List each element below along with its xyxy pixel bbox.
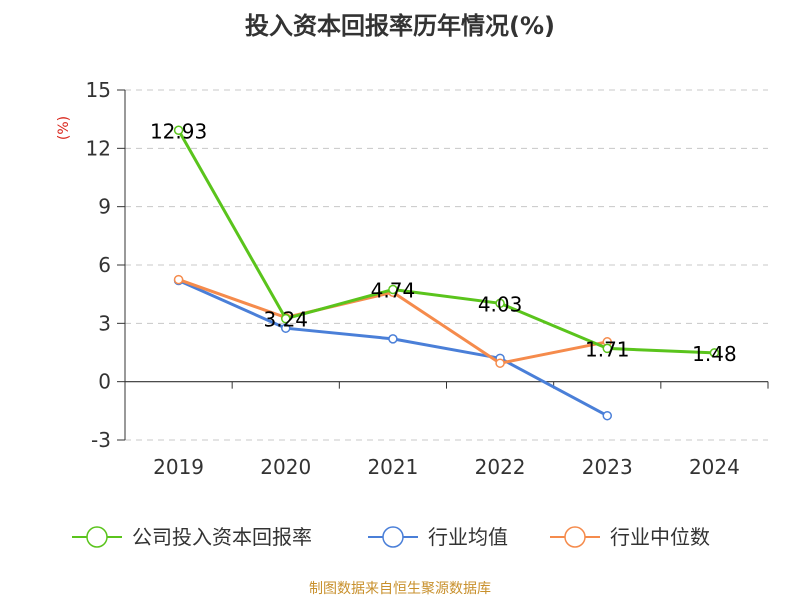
y-tick-label: -3 bbox=[91, 428, 111, 452]
legend-label: 公司投入资本回报率 bbox=[132, 525, 312, 549]
data-point bbox=[173, 274, 184, 285]
series-lines bbox=[173, 125, 720, 421]
y-tick-label: 9 bbox=[98, 195, 111, 219]
legend: 公司投入资本回报率 行业均值 行业中位数 bbox=[72, 525, 710, 549]
data-point bbox=[709, 348, 720, 358]
data-point bbox=[495, 358, 505, 368]
data-point bbox=[388, 284, 398, 295]
data-point bbox=[173, 125, 184, 135]
axes: 15 12 9 6 3 0 -3 2019 2020 2021 2022 2023 2024 bbox=[86, 78, 769, 479]
data-label: 4.03 bbox=[478, 292, 523, 316]
x-tick-label: 2022 bbox=[475, 455, 526, 479]
y-tick-label: 0 bbox=[98, 370, 111, 394]
data-label: 1.48 bbox=[692, 342, 737, 366]
data-source-note: 制图数据来自恒生聚源数据库 bbox=[309, 581, 491, 597]
data-label: 12.93 bbox=[150, 119, 207, 143]
y-tick-label: 3 bbox=[98, 311, 111, 335]
data-label: 4.74 bbox=[371, 279, 416, 303]
x-tick-label: 2024 bbox=[689, 455, 740, 479]
chart-title: 投入资本回报率历年情况(%) bbox=[245, 12, 555, 40]
data-point bbox=[602, 410, 612, 421]
series-line bbox=[177, 129, 715, 355]
data-point bbox=[388, 334, 398, 344]
x-tick-label: 2023 bbox=[582, 455, 633, 479]
y-tick-label: 15 bbox=[86, 78, 111, 102]
legend-swatch-marker bbox=[564, 526, 586, 548]
legend-label: 行业中位数 bbox=[610, 525, 710, 549]
grid-lines bbox=[125, 89, 768, 441]
y-tick-label: 6 bbox=[98, 253, 111, 277]
data-point bbox=[281, 323, 291, 333]
x-tick-label: 2021 bbox=[367, 455, 418, 479]
legend-swatch-marker bbox=[382, 526, 404, 548]
data-label: 1.71 bbox=[585, 337, 630, 361]
data-point bbox=[281, 313, 291, 324]
data-point bbox=[495, 298, 505, 309]
x-tick-label: 2019 bbox=[153, 455, 204, 479]
y-axis-unit-label: (%) bbox=[56, 116, 72, 140]
legend-label: 行业均值 bbox=[428, 525, 508, 549]
legend-swatch-marker bbox=[86, 526, 108, 548]
data-point bbox=[602, 343, 612, 354]
x-tick-label: 2020 bbox=[260, 455, 311, 479]
data-labels: 12.93 3.24 4.74 4.03 1.71 1.48 bbox=[150, 119, 737, 366]
y-tick-label: 12 bbox=[86, 136, 111, 160]
data-label: 3.24 bbox=[263, 308, 308, 332]
